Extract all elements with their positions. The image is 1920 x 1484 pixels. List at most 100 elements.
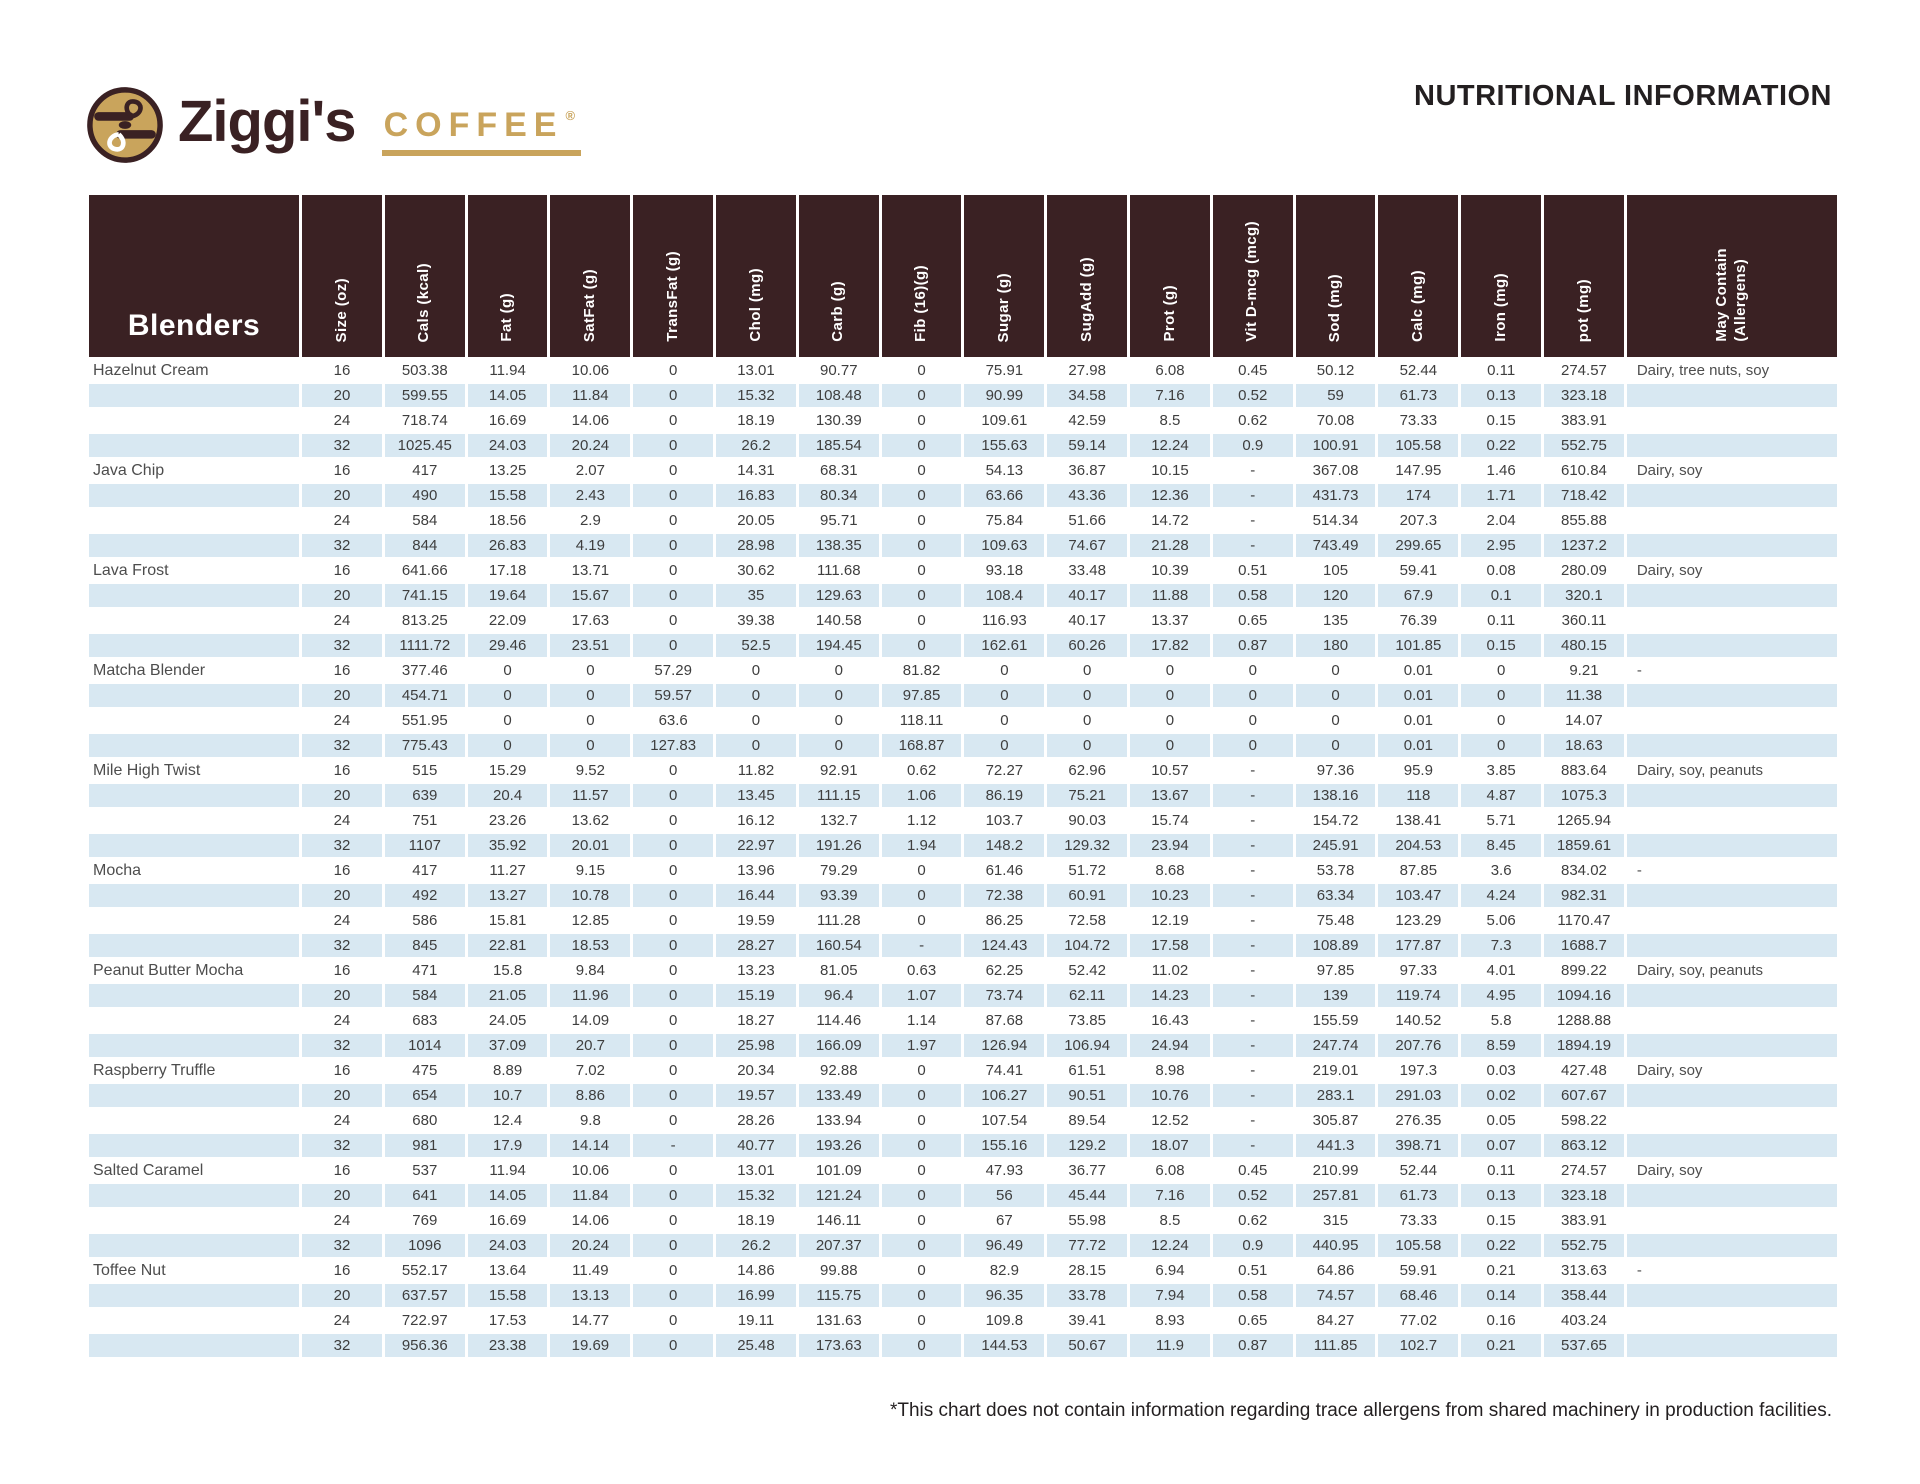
value-cell: 32 bbox=[302, 934, 382, 957]
value-cell: 40.77 bbox=[716, 1134, 796, 1157]
value-cell: 53.78 bbox=[1295, 859, 1376, 882]
value-cell: 32 bbox=[302, 634, 382, 657]
value-cell: 454.71 bbox=[384, 684, 465, 707]
column-header-label: Fat (g) bbox=[498, 293, 516, 342]
column-header: Fat (g) bbox=[467, 195, 548, 357]
value-cell: 0 bbox=[633, 1109, 714, 1132]
value-cell: 0 bbox=[633, 759, 714, 782]
value-cell: 8.93 bbox=[1130, 1309, 1210, 1332]
value-cell: 383.91 bbox=[1544, 409, 1624, 432]
value-cell: 1.97 bbox=[881, 1034, 962, 1057]
value-cell: 15.58 bbox=[467, 484, 548, 507]
column-header: Fib (16)(g) bbox=[881, 195, 962, 357]
value-cell: 86.19 bbox=[964, 784, 1045, 807]
value-cell: 37.09 bbox=[467, 1034, 548, 1057]
table-row: Salted Caramel 16 537 11.94 10.06 0 13.01 101.0… bbox=[89, 1159, 1837, 1182]
value-cell: 274.57 bbox=[1544, 359, 1624, 382]
value-cell: 180 bbox=[1295, 634, 1376, 657]
value-cell: 20 bbox=[302, 684, 382, 707]
value-cell: 8.86 bbox=[550, 1084, 631, 1107]
column-header-label: Vit D-mcg (mcg) bbox=[1243, 221, 1261, 342]
value-cell: 1014 bbox=[384, 1034, 465, 1057]
value-cell: 75.91 bbox=[964, 359, 1045, 382]
value-cell: 51.72 bbox=[1047, 859, 1128, 882]
value-cell: 129.2 bbox=[1047, 1134, 1128, 1157]
value-cell: 6.08 bbox=[1130, 1159, 1210, 1182]
value-cell: 177.87 bbox=[1378, 934, 1459, 957]
value-cell: 16 bbox=[302, 759, 382, 782]
value-cell: 154.72 bbox=[1295, 809, 1376, 832]
value-cell: 10.06 bbox=[550, 359, 631, 382]
value-cell: 59.14 bbox=[1047, 434, 1128, 457]
value-cell: 32 bbox=[302, 1334, 382, 1357]
value-cell: 11.82 bbox=[716, 759, 796, 782]
value-cell: 0 bbox=[633, 484, 714, 507]
column-header-label: Cals (kcal) bbox=[415, 262, 433, 342]
value-cell: 89.54 bbox=[1047, 1109, 1128, 1132]
value-cell: 174 bbox=[1378, 484, 1459, 507]
table-row: Mile High Twist 16 515 15.29 9.52 0 11.82 92.91… bbox=[89, 759, 1837, 782]
value-cell: 0 bbox=[633, 584, 714, 607]
product-name-cell: Java Chip bbox=[89, 459, 300, 482]
value-cell: 20 bbox=[302, 784, 382, 807]
value-cell: 32 bbox=[302, 1234, 382, 1257]
value-cell: 59.41 bbox=[1378, 559, 1459, 582]
value-cell: 3.6 bbox=[1461, 859, 1542, 882]
value-cell: 299.65 bbox=[1378, 534, 1459, 557]
value-cell: 492 bbox=[384, 884, 465, 907]
value-cell: 68.31 bbox=[798, 459, 879, 482]
value-cell: 5.06 bbox=[1461, 909, 1542, 932]
value-cell: 21.28 bbox=[1130, 534, 1210, 557]
table-row: Raspberry Truffle 16 475 8.89 7.02 0 20.34 92.8… bbox=[89, 1059, 1837, 1082]
value-cell: 0 bbox=[881, 1159, 962, 1182]
value-cell: 21.05 bbox=[467, 984, 548, 1007]
value-cell: 28.15 bbox=[1047, 1259, 1128, 1282]
value-cell: 0 bbox=[881, 559, 962, 582]
value-cell: 16 bbox=[302, 459, 382, 482]
value-cell: 16 bbox=[302, 859, 382, 882]
table-row: 20 584 21.05 11.96 0 15.19 96.4 1.07 73.74 62.11 1… bbox=[89, 984, 1837, 1007]
value-cell: 24.03 bbox=[467, 1234, 548, 1257]
value-cell: 0.58 bbox=[1212, 1284, 1293, 1307]
column-header: TransFat (g) bbox=[633, 195, 714, 357]
value-cell: 0 bbox=[633, 809, 714, 832]
value-cell: 24 bbox=[302, 609, 382, 632]
column-header-label: Sugar (g) bbox=[994, 272, 1012, 342]
allergens-cell bbox=[1626, 1209, 1837, 1232]
value-cell: 0.21 bbox=[1461, 1334, 1542, 1357]
value-cell: 1.14 bbox=[881, 1009, 962, 1032]
value-cell: 73.85 bbox=[1047, 1009, 1128, 1032]
brand-coffee-text: COFFEE bbox=[383, 106, 564, 144]
allergens-cell bbox=[1626, 1134, 1837, 1157]
value-cell: - bbox=[1212, 1134, 1293, 1157]
value-cell: 138.35 bbox=[798, 534, 879, 557]
value-cell: - bbox=[1212, 934, 1293, 957]
value-cell: 114.46 bbox=[798, 1009, 879, 1032]
value-cell: 8.5 bbox=[1130, 409, 1210, 432]
value-cell: 441.3 bbox=[1295, 1134, 1376, 1157]
value-cell: 10.57 bbox=[1130, 759, 1210, 782]
value-cell: 12.52 bbox=[1130, 1109, 1210, 1132]
value-cell: 210.99 bbox=[1295, 1159, 1376, 1182]
value-cell: 79.29 bbox=[798, 859, 879, 882]
value-cell: 118.11 bbox=[881, 709, 962, 732]
value-cell: 599.55 bbox=[384, 384, 465, 407]
product-name-cell bbox=[89, 1184, 300, 1207]
value-cell: 514.34 bbox=[1295, 509, 1376, 532]
column-header: Prot (g) bbox=[1130, 195, 1210, 357]
value-cell: 39.41 bbox=[1047, 1309, 1128, 1332]
value-cell: 73.74 bbox=[964, 984, 1045, 1007]
value-cell: 8.89 bbox=[467, 1059, 548, 1082]
value-cell: 20.4 bbox=[467, 784, 548, 807]
header-row: Blenders Size (oz) Cals (kcal) Fat (g) SatFa… bbox=[89, 195, 1837, 357]
value-cell: 9.8 bbox=[550, 1109, 631, 1132]
value-cell: 20 bbox=[302, 1184, 382, 1207]
value-cell: 19.11 bbox=[716, 1309, 796, 1332]
value-cell: 20.7 bbox=[550, 1034, 631, 1057]
product-name-cell bbox=[89, 909, 300, 932]
value-cell: 0.11 bbox=[1461, 1159, 1542, 1182]
value-cell: 12.19 bbox=[1130, 909, 1210, 932]
value-cell: 0 bbox=[881, 1109, 962, 1132]
value-cell: 127.83 bbox=[633, 734, 714, 757]
value-cell: 105 bbox=[1295, 559, 1376, 582]
